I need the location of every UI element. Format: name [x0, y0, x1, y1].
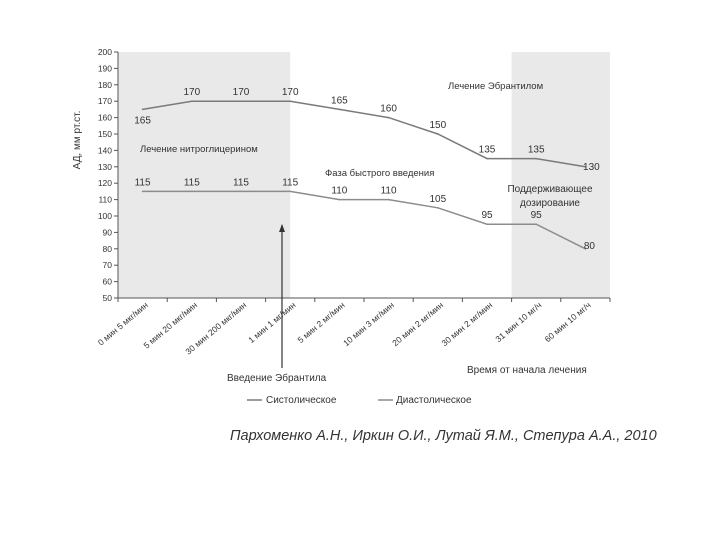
diastolic-value-label: 95: [481, 210, 493, 221]
systolic-point: [289, 100, 292, 102]
systolic-point: [437, 133, 439, 135]
x-tick-label: 10 мин 3 мг/мин: [341, 300, 396, 348]
ebrantil-intro-arrowhead: [279, 224, 285, 232]
annotation-maintenance-1: Поддерживающее: [507, 184, 593, 195]
y-tick-label: 50: [103, 293, 113, 303]
systolic-value-label: 170: [183, 87, 200, 98]
diastolic-line: [142, 190, 586, 250]
diastolic-value-label: 115: [135, 177, 151, 188]
x-tick-label: 60 мин 10 мг/ч: [543, 300, 593, 344]
systolic-point: [338, 108, 341, 111]
diastolic-point: [535, 223, 537, 225]
diastolic-value-label: 105: [429, 194, 446, 205]
diastolic-value-label: 95: [531, 210, 543, 221]
systolic-value-label: 160: [380, 104, 397, 115]
shaded-region-0: [118, 52, 291, 298]
systolic-line: [142, 100, 586, 168]
y-tick-label: 140: [98, 145, 112, 155]
systolic-point: [387, 116, 390, 119]
systolic-value-label: 150: [429, 120, 446, 131]
annotation-maintenance-2: дозирование: [520, 198, 580, 209]
diastolic-point: [437, 207, 439, 209]
y-tick-label: 90: [103, 227, 113, 237]
systolic-value-label: 135: [479, 145, 496, 156]
systolic-value-label: 165: [331, 95, 348, 106]
systolic-value-label: 170: [282, 87, 299, 98]
annotation-nitro: Лечение нитроглицерином: [140, 144, 258, 155]
diastolic-point: [240, 190, 242, 193]
systolic-value-label: 165: [134, 115, 151, 126]
y-tick-label: 70: [103, 260, 113, 270]
diastolic-point: [191, 190, 193, 193]
y-tick-label: 180: [98, 80, 112, 90]
y-tick-label: 100: [98, 211, 112, 221]
y-tick-label: 160: [98, 113, 112, 123]
diastolic-value-label: 110: [331, 186, 347, 197]
systolic-point: [584, 166, 587, 168]
y-tick-label: 120: [98, 178, 112, 188]
y-tick-label: 130: [98, 162, 112, 172]
systolic-point: [240, 100, 242, 102]
systolic-point: [141, 108, 144, 111]
x-tick-label: 20 мин 2 мг/мин: [390, 300, 445, 348]
annotation-fast-phase: Фаза быстрого введения: [325, 168, 434, 179]
systolic-value-label: 170: [233, 87, 250, 98]
diastolic-point: [584, 248, 587, 250]
systolic-value-label: 135: [528, 145, 545, 156]
diastolic-value-label: 110: [381, 186, 397, 197]
diastolic-point: [338, 198, 341, 201]
citation: Пархоменко А.Н., Иркин О.И., Лутай Я.М.,…: [230, 428, 657, 444]
systolic-point: [535, 157, 537, 160]
annotation-time: Время от начала лечения: [467, 365, 587, 376]
annotation-ebrantil: Лечение Эбрантилом: [448, 81, 543, 92]
diastolic-value-label: 115: [184, 177, 200, 188]
y-tick-label: 190: [98, 63, 112, 73]
shaded-region-1: [511, 52, 610, 298]
legend-systolic-label: Систолическое: [266, 395, 337, 406]
diastolic-value-label: 115: [282, 177, 298, 188]
diastolic-point: [387, 198, 390, 201]
diastolic-value-label: 80: [584, 241, 596, 252]
annotation-intro: Введение Эбрантила: [227, 372, 327, 384]
y-tick-label: 60: [103, 277, 113, 287]
y-tick-label: 110: [98, 195, 112, 205]
systolic-point: [486, 157, 488, 160]
y-tick-label: 150: [98, 129, 112, 139]
x-tick-label: 31 мин 10 мг/ч: [493, 300, 543, 344]
legend-diastolic-label: Диастолическое: [396, 395, 472, 406]
diastolic-point: [141, 190, 144, 193]
diastolic-point: [486, 223, 488, 225]
x-tick-label: 5 мин 2 мг/мин: [296, 300, 347, 345]
systolic-point: [191, 100, 193, 102]
systolic-value-label: 130: [583, 162, 600, 173]
x-tick-label: 1 мин 1 мг/мин: [246, 300, 297, 345]
y-tick-label: 170: [98, 96, 112, 106]
y-axis-label: АД, мм рт.ст.: [72, 111, 83, 170]
diastolic-point: [289, 190, 292, 193]
x-tick-label: 0 мин 5 мкг/мин: [96, 300, 150, 348]
x-tick-label: 30 мин 2 мг/мин: [439, 300, 494, 348]
diastolic-value-label: 115: [233, 177, 249, 188]
y-tick-label: 200: [98, 47, 112, 57]
y-tick-label: 80: [103, 244, 113, 254]
